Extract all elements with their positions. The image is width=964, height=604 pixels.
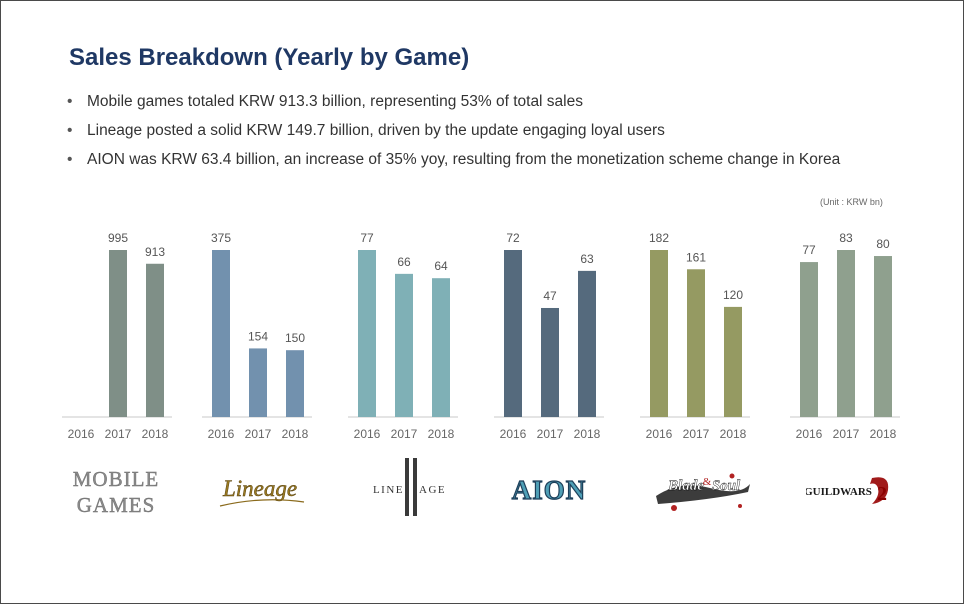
lineage2-text-left: LINE: [373, 484, 404, 496]
bar: [578, 270, 596, 417]
bar: [687, 269, 705, 417]
x-tick-label: 2017: [245, 427, 272, 441]
paint-splash-icon: [729, 473, 735, 479]
data-label: 154: [248, 329, 268, 343]
x-tick-label: 2016: [354, 427, 381, 441]
x-tick-label: 2018: [720, 427, 747, 441]
x-tick-label: 2016: [208, 427, 235, 441]
bar: [504, 250, 522, 417]
x-tick-label: 2016: [796, 427, 823, 441]
bar: [432, 278, 450, 417]
x-tick-label: 2017: [105, 427, 132, 441]
bar: [837, 250, 855, 417]
unit-label: (Unit : KRW bn): [820, 197, 883, 207]
x-tick-label: 2017: [683, 427, 710, 441]
blade-and-soul-logo: Blade & Soul: [656, 473, 750, 511]
lineage2-logo: LINE AGE: [373, 458, 446, 516]
data-label: 182: [649, 231, 669, 245]
lineage-logo: Lineage: [219, 476, 305, 507]
dragon-swirl-icon: [870, 477, 889, 504]
gw-logo-text: GUILDWARS: [806, 486, 872, 498]
gw-logo-number: 2: [877, 483, 887, 505]
data-label: 83: [839, 231, 853, 245]
bar: [212, 250, 230, 417]
x-tick-label: 2017: [537, 427, 564, 441]
x-tick-label: 2016: [500, 427, 527, 441]
bar: [395, 273, 413, 417]
bns-text-left: Blade: [667, 478, 704, 494]
x-tick-label: 2017: [391, 427, 418, 441]
bar: [286, 350, 304, 417]
bar: [249, 348, 267, 417]
bns-text-right: Soul: [712, 478, 741, 494]
bullet-item: • Mobile games totaled KRW 913.3 billion,…: [67, 87, 840, 116]
lineage-swash-icon: [219, 499, 305, 507]
bar: [724, 306, 742, 417]
bar: [109, 250, 127, 417]
x-tick-label: 2018: [142, 427, 169, 441]
data-label: 47: [543, 289, 557, 303]
bullet-item: • AION was KRW 63.4 billion, an increase …: [67, 145, 840, 174]
x-tick-label: 2018: [282, 427, 309, 441]
bullet-text: AION was KRW 63.4 billion, an increase o…: [87, 151, 841, 168]
bullet-text: Lineage posted a solid KRW 149.7 billion…: [87, 122, 665, 139]
bullet-dot-icon: •: [67, 122, 73, 139]
aion-logo: AION: [511, 474, 587, 505]
lineage-logo-text: Lineage: [222, 476, 297, 501]
mobile-logo-line1: MOBILE: [73, 467, 160, 491]
bar: [541, 307, 559, 417]
data-label: 913: [145, 245, 165, 259]
data-label: 72: [506, 231, 520, 245]
data-label: 150: [285, 331, 305, 345]
x-tick-label: 2016: [646, 427, 673, 441]
x-tick-label: 2018: [428, 427, 455, 441]
data-label: 77: [360, 231, 374, 245]
bar: [650, 250, 668, 417]
data-label: 63: [580, 252, 594, 266]
data-label: 995: [108, 231, 128, 245]
bullet-dot-icon: •: [67, 93, 73, 110]
mobile-logo-line2: GAMES: [77, 493, 156, 517]
data-label: 66: [397, 255, 411, 269]
aion-logo-text: AION: [512, 475, 587, 505]
bar: [146, 263, 164, 417]
bullet-dot-icon: •: [67, 151, 73, 168]
data-label: 64: [434, 259, 448, 273]
data-label: 120: [723, 288, 743, 302]
brush-stroke-icon: [656, 484, 750, 504]
paint-splash-icon: [671, 505, 677, 511]
data-label: 161: [686, 250, 706, 264]
bullet-text: Mobile games totaled KRW 913.3 billion, …: [87, 93, 583, 110]
data-label: 80: [876, 237, 890, 251]
x-tick-label: 2017: [833, 427, 860, 441]
bar: [358, 250, 376, 417]
lineage2-bar-icon: [413, 458, 417, 516]
x-tick-label: 2018: [574, 427, 601, 441]
x-tick-label: 2016: [68, 427, 95, 441]
bullet-item: • Lineage posted a solid KRW 149.7 billio…: [67, 116, 840, 145]
bns-text-amp: &: [703, 476, 712, 488]
lineage2-text-right: AGE: [419, 484, 446, 496]
data-label: 77: [802, 243, 816, 257]
bar: [874, 256, 892, 417]
mobile-games-logo: MOBILE GAMES: [73, 467, 160, 517]
paint-splash-icon: [738, 504, 742, 508]
x-tick-label: 2018: [870, 427, 897, 441]
page-title: Sales Breakdown (Yearly by Game): [69, 44, 470, 71]
data-label: 375: [211, 231, 231, 245]
bar: [800, 262, 818, 417]
guild-wars-2-logo: GUILDWARS 2: [806, 477, 889, 505]
bullet-list: • Mobile games totaled KRW 913.3 billion,…: [67, 87, 840, 174]
lineage2-bar-icon: [405, 458, 409, 516]
